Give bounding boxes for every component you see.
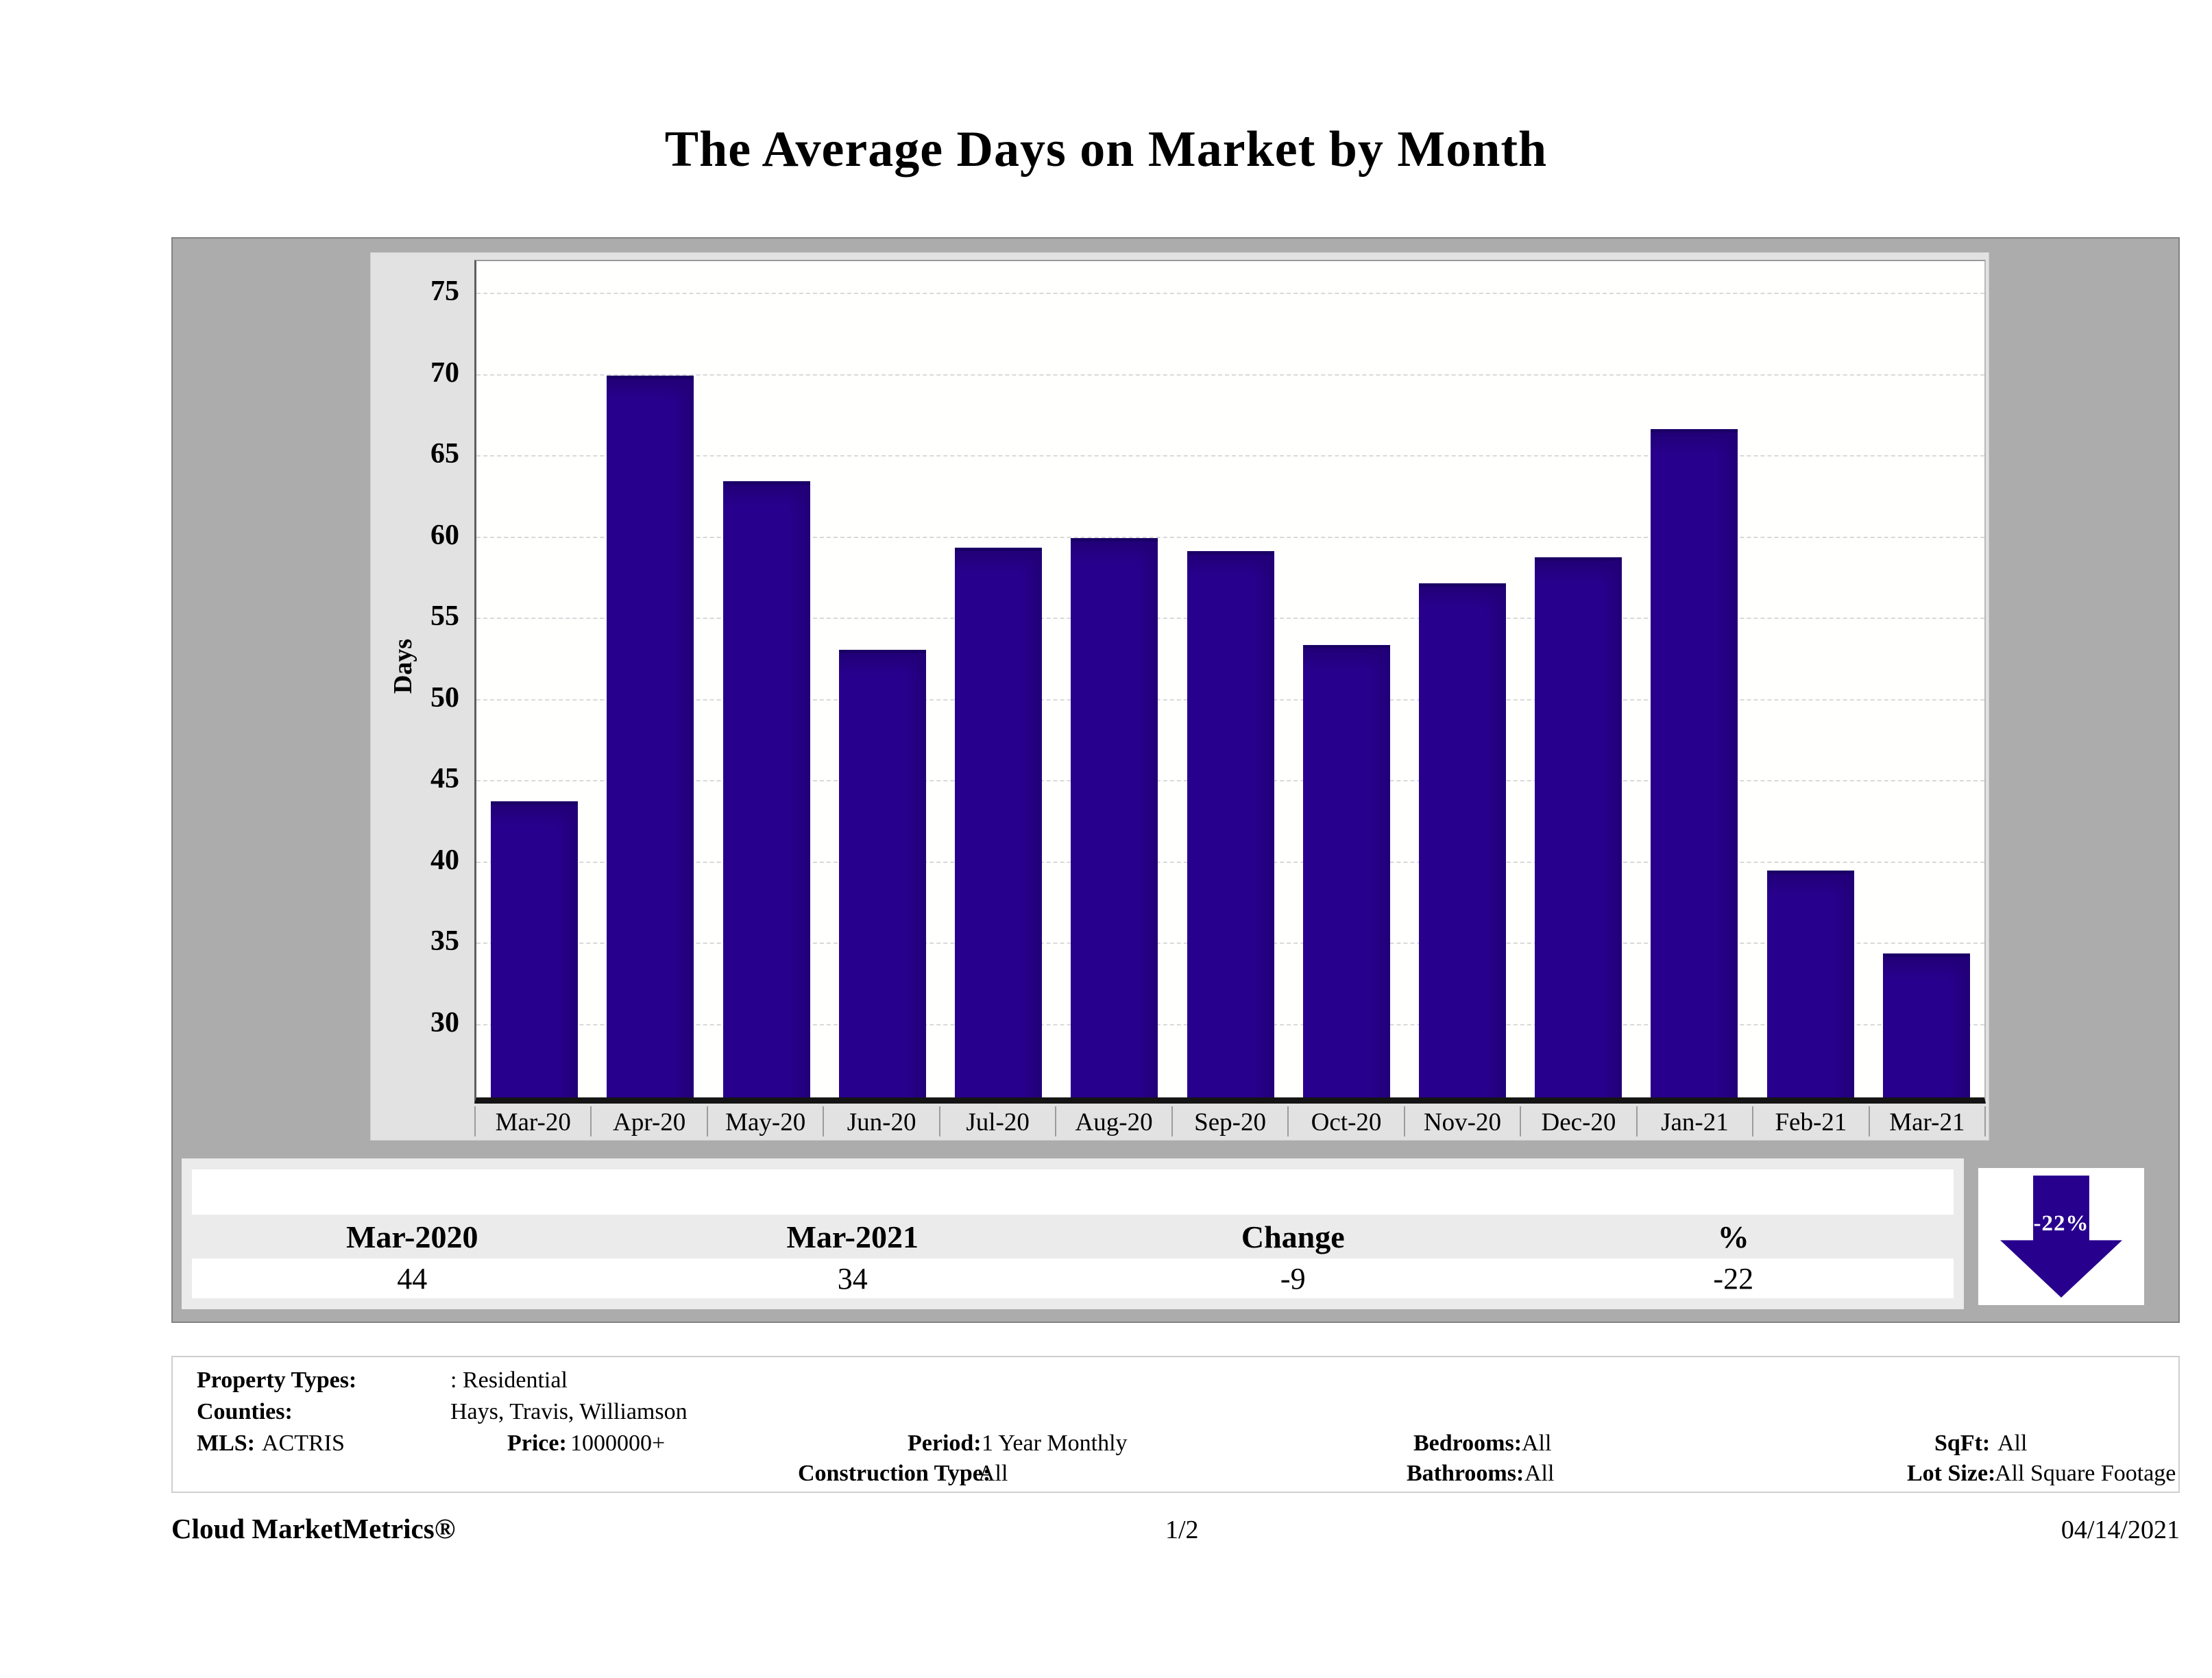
summary-value-row: 44 34 -9 -22	[192, 1258, 1954, 1298]
x-tick-label: Jan-21	[1636, 1106, 1752, 1136]
bar-slot	[1289, 261, 1405, 1097]
footer-date: 04/14/2021	[2061, 1516, 2180, 1544]
summary-value-cell: 44	[397, 1261, 428, 1296]
y-axis-labels: 75 70 65 60 55 50 45 40 35 30	[370, 260, 465, 1096]
summary-header-row: Mar-2020 Mar-2021 Change%	[192, 1215, 1954, 1258]
lot-size-value: All Square Footage	[1995, 1461, 2176, 1486]
plot-area	[474, 260, 1986, 1104]
price-value: 1000000+	[570, 1431, 666, 1456]
bar-slot	[708, 261, 824, 1097]
bar-slot	[940, 261, 1056, 1097]
y-tick-label: 50	[430, 681, 459, 714]
footer-page-number: 1/2	[1165, 1516, 1199, 1544]
bar	[1071, 537, 1158, 1097]
bar	[607, 375, 694, 1097]
gridline	[476, 536, 1984, 538]
bar	[955, 547, 1043, 1097]
y-tick-label: 55	[430, 600, 459, 632]
x-tick-label: Mar-21	[1868, 1106, 1986, 1136]
counties-value: Hays, Travis, Williamson	[450, 1399, 688, 1424]
x-tick-label: Apr-20	[590, 1106, 706, 1136]
x-tick-label: Mar-20	[474, 1106, 590, 1136]
gridline	[476, 293, 1984, 294]
construction-type-label: Construction Type:	[798, 1461, 991, 1486]
summary-value-cell: -9	[1280, 1261, 1306, 1296]
y-tick-label: 45	[430, 763, 459, 794]
mls-value: ACTRIS	[262, 1431, 345, 1456]
summary-value-cell: -22	[1713, 1261, 1754, 1296]
mls-label: MLS:	[197, 1431, 255, 1456]
period-value: 1 Year Monthly	[982, 1431, 1128, 1456]
bar	[1418, 583, 1506, 1097]
down-arrow-icon: -22%	[2000, 1176, 2122, 1298]
bedrooms-value: All	[1522, 1431, 1552, 1456]
x-axis-labels: Mar-20 Apr-20 May-20 Jun-20 Jul-20 Aug-20 Sep-…	[474, 1102, 1986, 1141]
bar-slot	[1636, 261, 1752, 1097]
summary-header-cell: Mar-2020	[346, 1219, 478, 1254]
y-tick-label: 40	[430, 844, 459, 876]
bar-slot	[825, 261, 940, 1097]
x-tick-label: Feb-21	[1752, 1106, 1868, 1136]
summary-spacer-row	[192, 1169, 1954, 1215]
period-label: Period:	[908, 1431, 982, 1456]
change-badge-card: -22%	[1978, 1168, 2144, 1305]
price-label: Price:	[507, 1431, 567, 1456]
bar-slot	[1520, 261, 1636, 1097]
y-tick-label: 75	[430, 276, 459, 307]
bathrooms-label: Bathrooms:	[1407, 1461, 1524, 1486]
x-tick-label: Nov-20	[1403, 1106, 1520, 1136]
summary-table: Mar-2020 Mar-2021 Change% 44 34 -9 -22	[182, 1158, 1964, 1309]
bar	[1535, 557, 1622, 1097]
summary-value-cell: 34	[837, 1261, 868, 1296]
bathrooms-value: All	[1524, 1461, 1555, 1486]
construction-type-value: All	[978, 1461, 1008, 1486]
summary-header-cell: Mar-2021	[786, 1219, 919, 1254]
bar-slot	[1753, 261, 1869, 1097]
footer-brand: Cloud MarketMetrics®	[171, 1513, 456, 1544]
x-tick-label: Dec-20	[1520, 1106, 1636, 1136]
x-tick-label: Sep-20	[1171, 1106, 1287, 1136]
property-types-label: Property Types:	[197, 1367, 357, 1393]
y-tick-label: 35	[430, 925, 459, 957]
page-title: The Average Days on Market by Month	[664, 121, 1548, 178]
bar-series	[476, 261, 1984, 1097]
bar-slot	[1056, 261, 1172, 1097]
change-percent-label: -22%	[2033, 1211, 2089, 1236]
bar-slot	[1869, 261, 1984, 1097]
y-tick-label: 65	[430, 438, 459, 470]
x-tick-label: May-20	[706, 1106, 823, 1136]
bar	[491, 801, 579, 1097]
summary-header-cell: Change	[1241, 1219, 1345, 1254]
bar	[838, 650, 926, 1097]
x-tick-label: Aug-20	[1055, 1106, 1171, 1136]
y-tick-label: 70	[430, 356, 459, 389]
filters-panel: Property Types: : Residential Counties: …	[171, 1356, 2180, 1493]
gridline	[476, 455, 1984, 457]
x-tick-label: Jun-20	[823, 1106, 938, 1136]
counties-label: Counties:	[197, 1399, 293, 1424]
bar	[1651, 428, 1738, 1097]
bar	[1882, 953, 1970, 1097]
bar	[722, 481, 810, 1097]
summary-header-cell: %	[1717, 1219, 1749, 1254]
lot-size-label: Lot Size:	[1907, 1461, 1996, 1486]
x-tick-label: Jul-20	[938, 1106, 1055, 1136]
gridline	[476, 374, 1984, 376]
y-tick-label: 60	[430, 519, 459, 551]
bar	[1766, 871, 1854, 1097]
bar	[1302, 645, 1390, 1097]
bar-slot	[1405, 261, 1520, 1097]
bar	[1187, 550, 1274, 1097]
bar-slot	[476, 261, 592, 1097]
bar-slot	[592, 261, 708, 1097]
sqft-label: SqFt:	[1934, 1431, 1991, 1456]
y-tick-label: 30	[430, 1006, 459, 1038]
x-tick-label: Oct-20	[1287, 1106, 1403, 1136]
property-types-value: : Residential	[450, 1367, 568, 1393]
sqft-value: All	[1997, 1431, 2028, 1456]
bedrooms-label: Bedrooms:	[1413, 1431, 1522, 1456]
bar-slot	[1172, 261, 1288, 1097]
